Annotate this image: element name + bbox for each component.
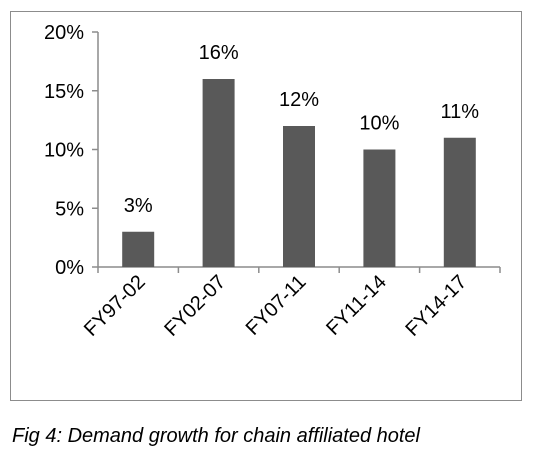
bar-fy11-14 bbox=[363, 149, 396, 267]
y-tick-label: 5% bbox=[55, 198, 84, 220]
bar-fy07-11 bbox=[283, 126, 315, 267]
bar-fy97-02 bbox=[122, 231, 155, 267]
y-tick-label: 20% bbox=[44, 22, 84, 44]
x-category-label: FY02-07 bbox=[160, 271, 230, 341]
y-tick-label: 0% bbox=[55, 257, 84, 279]
x-category-label: FY11-14 bbox=[322, 271, 391, 340]
chart-frame bbox=[10, 11, 522, 401]
bar-fy02-07 bbox=[202, 79, 235, 267]
x-category-label: FY07-11 bbox=[242, 271, 311, 340]
y-tick-label: 10% bbox=[44, 140, 84, 162]
data-label: 12% bbox=[279, 89, 319, 111]
data-label: 3% bbox=[124, 195, 153, 217]
figure-caption: Fig 4: Demand growth for chain affiliate… bbox=[12, 425, 420, 447]
y-tick-label: 15% bbox=[44, 81, 84, 103]
x-category-label: FY97-02 bbox=[80, 271, 150, 341]
x-category-label: FY14-17 bbox=[402, 271, 472, 341]
bar-fy14-17 bbox=[443, 137, 476, 267]
data-label: 10% bbox=[359, 113, 399, 135]
data-label: 16% bbox=[199, 42, 239, 64]
data-label: 11% bbox=[441, 101, 480, 123]
